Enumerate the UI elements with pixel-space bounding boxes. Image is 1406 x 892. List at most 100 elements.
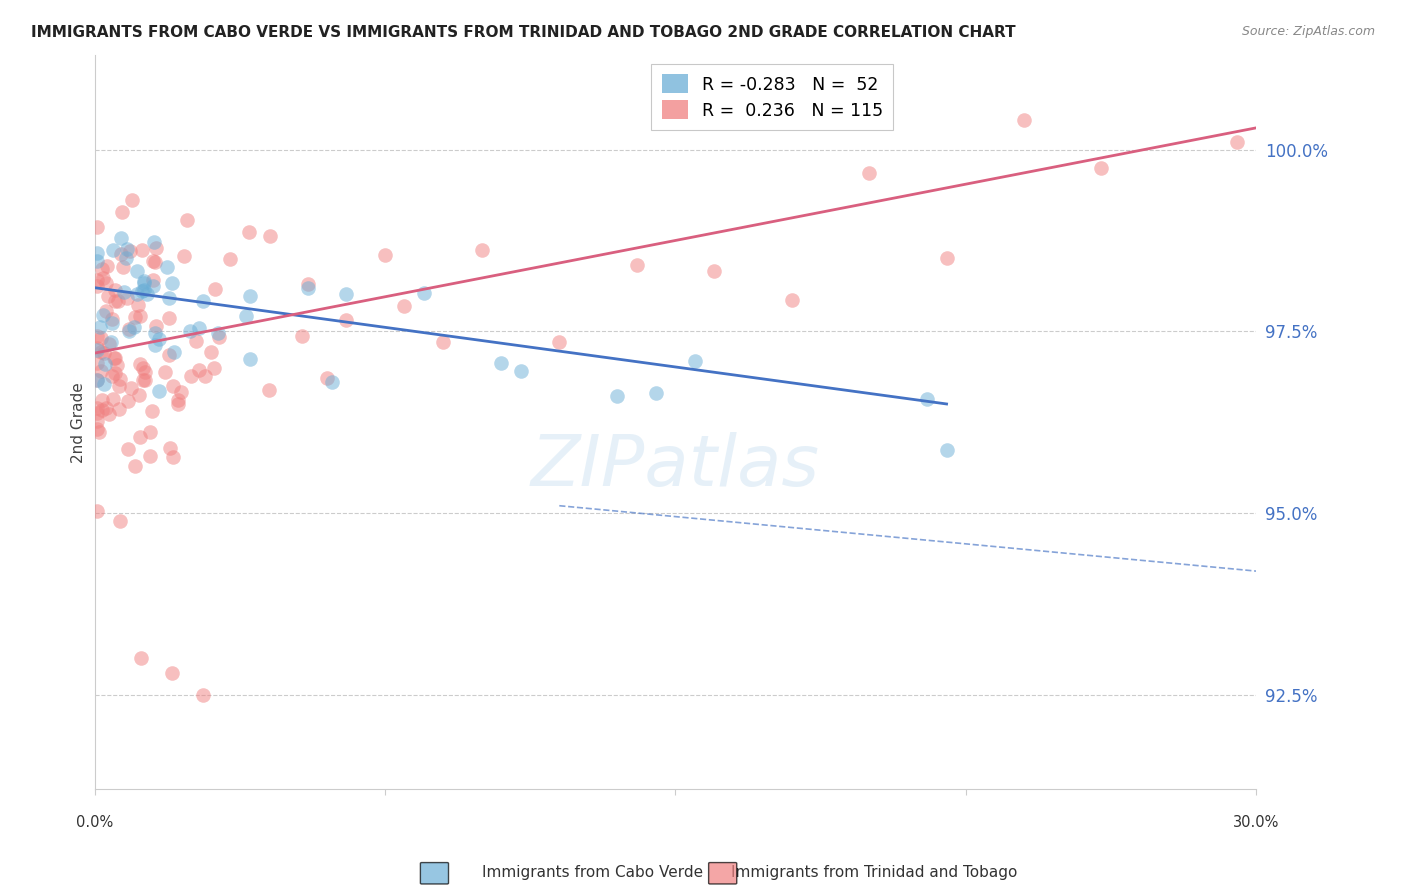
Point (412, 285, 434, 300)
Point (94, 276, 117, 290)
Text: Immigrants from Trinidad and Tobago: Immigrants from Trinidad and Tobago (731, 865, 1018, 880)
Point (86, 278, 108, 293)
Point (238, 225, 260, 239)
Point (86, 273, 108, 287)
Point (134, 276, 156, 290)
Point (259, 229, 281, 244)
Legend: R = -0.283   N =  52, R =  0.236   N = 115: R = -0.283 N = 52, R = 0.236 N = 115 (651, 64, 893, 130)
Point (131, 360, 153, 375)
Point (86, 329, 108, 343)
Point (142, 278, 165, 293)
Point (115, 251, 138, 265)
Point (219, 252, 242, 266)
Point (142, 253, 165, 268)
Point (86, 254, 108, 268)
Point (100, 312, 122, 326)
Point (132, 274, 155, 288)
Point (112, 285, 135, 300)
Point (86, 342, 108, 356)
Point (86, 401, 108, 415)
Point (125, 264, 148, 278)
Point (145, 241, 167, 255)
Point (489, 356, 512, 370)
Point (191, 688, 214, 702)
Point (858, 165, 880, 179)
Point (86, 343, 108, 357)
Point (136, 287, 159, 301)
Point (134, 373, 156, 387)
Point (683, 353, 706, 368)
Point (235, 310, 257, 324)
Point (142, 273, 165, 287)
Point (187, 363, 209, 377)
Point (127, 298, 149, 312)
Point (118, 324, 141, 338)
Point (335, 287, 357, 301)
Point (96, 401, 118, 415)
Point (101, 392, 124, 406)
Point (90, 344, 112, 359)
Point (239, 288, 262, 302)
Point (1226, 136, 1249, 150)
Point (120, 244, 142, 258)
Point (90, 364, 112, 378)
Point (166, 397, 188, 411)
Point (180, 369, 202, 384)
Point (121, 194, 143, 208)
Point (548, 335, 571, 350)
Point (118, 322, 141, 336)
Point (162, 450, 184, 465)
Point (626, 258, 648, 272)
Point (115, 291, 138, 305)
Point (86, 356, 108, 370)
Point (703, 264, 725, 278)
Point (132, 283, 155, 297)
Point (159, 291, 181, 305)
Point (139, 425, 162, 439)
Point (117, 393, 139, 408)
Point (935, 443, 957, 458)
Point (129, 309, 152, 323)
Point (87, 425, 110, 439)
Point (86, 219, 108, 234)
Point (131, 285, 153, 299)
Point (156, 260, 179, 275)
Point (94, 357, 117, 371)
Point (193, 293, 215, 308)
Point (173, 249, 195, 263)
Point (93, 346, 115, 360)
Point (335, 312, 357, 326)
Point (157, 311, 180, 326)
Point (321, 375, 343, 389)
Point (91, 392, 114, 407)
Point (86, 373, 108, 387)
Point (166, 392, 188, 407)
Point (104, 294, 127, 309)
Point (86, 246, 108, 260)
Point (143, 337, 166, 351)
Point (90, 261, 112, 276)
Point (128, 357, 150, 371)
Point (86, 504, 108, 518)
Point (96, 259, 118, 273)
Point (1012, 113, 1035, 128)
Point (103, 351, 125, 365)
Point (204, 282, 226, 296)
Point (143, 235, 166, 249)
Point (915, 392, 938, 407)
Point (108, 514, 131, 528)
Point (432, 335, 454, 350)
Point (134, 365, 156, 379)
Point (160, 276, 183, 290)
Point (101, 316, 124, 330)
Point (115, 242, 138, 256)
Point (125, 287, 148, 301)
Point (143, 255, 166, 269)
Point (159, 442, 181, 456)
Point (200, 345, 222, 359)
Point (208, 329, 231, 343)
Point (110, 247, 132, 261)
Point (170, 384, 193, 399)
Point (184, 334, 207, 348)
Point (91, 270, 114, 285)
